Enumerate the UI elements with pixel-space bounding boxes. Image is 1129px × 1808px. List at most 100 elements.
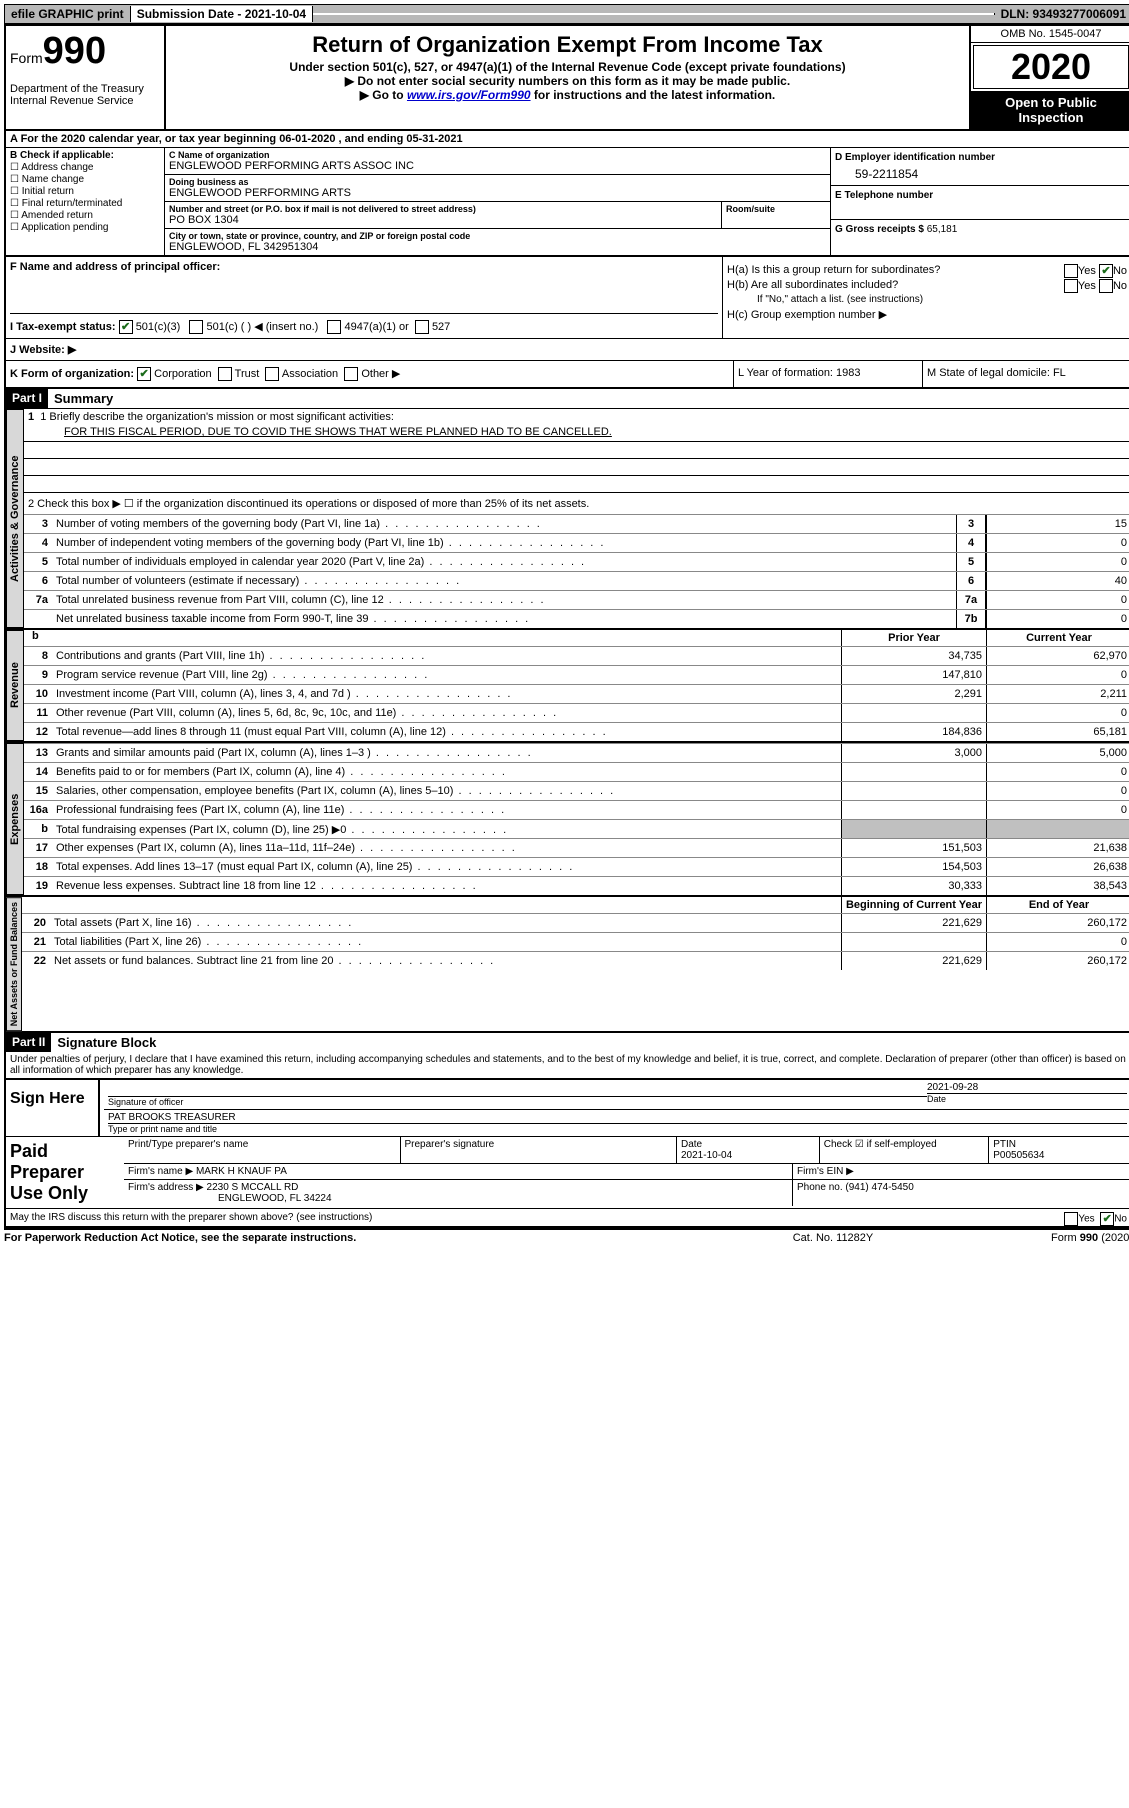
- hb-no[interactable]: [1099, 279, 1113, 293]
- col-f: F Name and address of principal officer:…: [6, 257, 723, 338]
- cb-assoc[interactable]: [265, 367, 279, 381]
- k-label: K Form of organization:: [10, 368, 134, 380]
- line-17: 17Other expenses (Part IX, column (A), l…: [24, 838, 1129, 857]
- d-ein: D Employer identification number 59-2211…: [831, 148, 1129, 186]
- dba-label: Doing business as: [169, 177, 826, 187]
- irs-link[interactable]: www.irs.gov/Form990: [407, 88, 531, 102]
- phone-value: [835, 201, 1127, 215]
- addr-label: Firm's address ▶: [128, 1182, 204, 1193]
- org-name: ENGLEWOOD PERFORMING ARTS ASSOC INC: [169, 160, 826, 172]
- ha-yes[interactable]: [1064, 264, 1078, 278]
- c-city-block: City or town, state or province, country…: [165, 229, 830, 255]
- subtitle-2: ▶ Do not enter social security numbers o…: [170, 74, 965, 88]
- sig-officer-field[interactable]: Signature of officer: [108, 1082, 927, 1107]
- cb-trust[interactable]: [218, 367, 232, 381]
- col-prior: Prior Year: [841, 630, 986, 646]
- cb-pending[interactable]: ☐ Application pending: [10, 222, 160, 233]
- cb-final[interactable]: ☐ Final return/terminated: [10, 198, 160, 209]
- omb-number: OMB No. 1545-0047: [971, 26, 1129, 43]
- line-9: 9Program service revenue (Part VIII, lin…: [24, 665, 1129, 684]
- subtitle-3: ▶ Go to www.irs.gov/Form990 for instruct…: [170, 88, 965, 102]
- ein-label: D Employer identification number: [835, 152, 1127, 163]
- footer: For Paperwork Reduction Act Notice, see …: [4, 1230, 1129, 1246]
- tax-year: 2020: [973, 45, 1129, 89]
- mission-blank1: [24, 442, 1129, 459]
- sig-date-field: 2021-09-28 Date: [927, 1082, 1127, 1107]
- col-b: B Check if applicable: ☐ Address change …: [6, 148, 165, 255]
- f-label: F Name and address of principal officer:: [10, 261, 718, 273]
- efile-label[interactable]: efile GRAPHIC print: [5, 6, 131, 22]
- cb-initial[interactable]: ☐ Initial return: [10, 186, 160, 197]
- part2-badge: Part II: [6, 1033, 51, 1052]
- line-4: 4Number of independent voting members of…: [24, 533, 1129, 552]
- cb-4947[interactable]: [327, 320, 341, 334]
- footer-right: Form 990 (2020): [933, 1232, 1129, 1244]
- paid-row3: Firm's address ▶ 2230 S MCCALL RD ENGLEW…: [124, 1180, 1129, 1206]
- officer-name-label: Type or print name and title: [108, 1123, 1127, 1134]
- city-label: City or town, state or province, country…: [169, 231, 826, 241]
- col-begin: Beginning of Current Year: [841, 897, 986, 913]
- room-label: Room/suite: [726, 204, 826, 214]
- sig-arrow-icon: [98, 1080, 100, 1136]
- form-word: Form: [10, 50, 43, 66]
- cb-address[interactable]: ☐ Address change: [10, 162, 160, 173]
- paid-label: Paid Preparer Use Only: [6, 1137, 124, 1208]
- dln: DLN: 93493277006091: [995, 6, 1129, 22]
- cb-501c[interactable]: [189, 320, 203, 334]
- street-value: PO BOX 1304: [169, 214, 717, 226]
- self-employed[interactable]: Check ☑ if self-employed: [820, 1137, 990, 1163]
- paid-row2: Firm's name ▶ MARK H KNAUF PA Firm's EIN…: [124, 1164, 1129, 1180]
- hb-yes[interactable]: [1064, 279, 1078, 293]
- dba-value: ENGLEWOOD PERFORMING ARTS: [169, 187, 826, 199]
- cb-amended[interactable]: ☐ Amended return: [10, 210, 160, 221]
- firm-name: MARK H KNAUF PA: [196, 1166, 287, 1177]
- prep-name-label: Print/Type preparer's name: [124, 1137, 401, 1163]
- gross-value: 65,181: [927, 224, 958, 235]
- tab-revenue: Revenue: [6, 630, 24, 741]
- col-current: Current Year: [986, 630, 1129, 646]
- line-3: 3Number of voting members of the governi…: [24, 514, 1129, 533]
- rev-header: b Prior Year Current Year: [24, 630, 1129, 646]
- part1-title: Summary: [48, 389, 119, 408]
- b-label: B Check if applicable:: [10, 150, 160, 161]
- line-12: 12Total revenue—add lines 8 through 11 (…: [24, 722, 1129, 741]
- row-k: K Form of organization: Corporation Trus…: [6, 361, 1129, 389]
- part2-title: Signature Block: [51, 1033, 162, 1052]
- cb-corp[interactable]: [137, 367, 151, 381]
- ha-no[interactable]: [1099, 264, 1113, 278]
- header-center: Return of Organization Exempt From Incom…: [166, 26, 969, 129]
- row-j: J Website: ▶: [6, 339, 1129, 361]
- c-name-label: C Name of organization: [169, 150, 826, 160]
- firm-label: Firm's name ▶: [128, 1166, 193, 1177]
- line-14: 14Benefits paid to or for members (Part …: [24, 762, 1129, 781]
- gov-section: Activities & Governance 1 1 Briefly desc…: [6, 409, 1129, 628]
- paid-row1: Print/Type preparer's name Preparer's si…: [124, 1137, 1129, 1164]
- mission-blank3: [24, 476, 1129, 493]
- cb-501c3[interactable]: [119, 320, 133, 334]
- j-label: J Website: ▶: [10, 344, 76, 356]
- cb-other[interactable]: [344, 367, 358, 381]
- sign-block: Sign Here Signature of officer 2021-09-2…: [6, 1078, 1129, 1228]
- mission-text: FOR THIS FISCAL PERIOD, DUE TO COVID THE…: [24, 425, 1129, 442]
- line2: 2 Check this box ▶ ☐ if the organization…: [24, 493, 1129, 514]
- f-value: [10, 273, 718, 313]
- sig-name-field: PAT BROOKS TREASURER Type or print name …: [108, 1112, 1127, 1134]
- part1-body: Activities & Governance 1 1 Briefly desc…: [6, 409, 1129, 1033]
- header-left: Form990 Department of the Treasury Inter…: [6, 26, 166, 129]
- perjury-text: Under penalties of perjury, I declare th…: [6, 1052, 1129, 1078]
- header-row: Form990 Department of the Treasury Inter…: [6, 26, 1129, 131]
- form-frame: Form990 Department of the Treasury Inter…: [4, 24, 1129, 1230]
- discuss-no[interactable]: [1100, 1212, 1114, 1226]
- discuss-yes[interactable]: [1064, 1212, 1078, 1226]
- sub3-pre: ▶ Go to: [360, 88, 407, 102]
- sign-here-label: Sign Here: [6, 1080, 94, 1136]
- firm-phone: (941) 474-5450: [845, 1182, 913, 1193]
- prep-sig-label: Preparer's signature: [401, 1137, 678, 1163]
- gross-label: G Gross receipts $: [835, 224, 924, 235]
- c-name-block: C Name of organization ENGLEWOOD PERFORM…: [165, 148, 830, 175]
- sub3-post: for instructions and the latest informat…: [531, 88, 776, 102]
- cb-name[interactable]: ☐ Name change: [10, 174, 160, 185]
- cb-527[interactable]: [415, 320, 429, 334]
- ein-value: 59-2211854: [835, 163, 1127, 181]
- col-h: H(a) Is this a group return for subordin…: [723, 257, 1129, 338]
